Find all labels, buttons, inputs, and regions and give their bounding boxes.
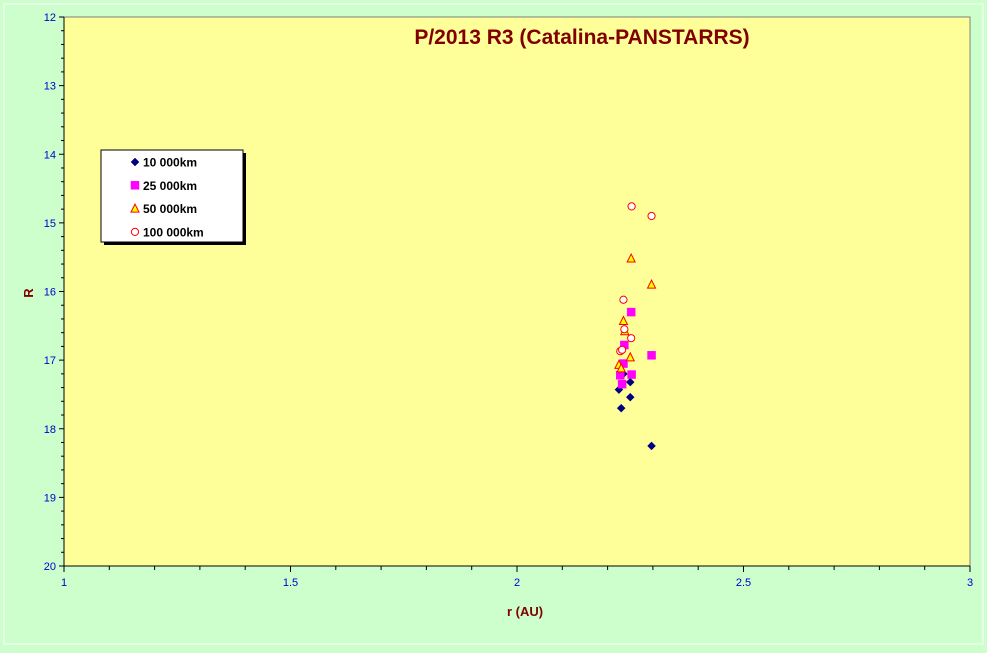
data-point xyxy=(617,345,627,354)
data-point xyxy=(647,441,656,451)
x-tick-label: 2.5 xyxy=(736,577,751,589)
data-points xyxy=(614,202,657,451)
legend-entry-label: 25 000km xyxy=(143,179,197,193)
y-tick-label: 12 xyxy=(44,12,56,24)
legend-entry-label: 100 000km xyxy=(143,225,204,239)
legend-marker xyxy=(130,227,140,236)
data-point xyxy=(620,325,629,334)
data-point xyxy=(646,279,657,289)
y-axis-label: R xyxy=(21,288,36,298)
y-tick-label: 13 xyxy=(44,81,56,93)
y-tick-label: 15 xyxy=(44,218,56,230)
plot-area xyxy=(63,16,971,567)
data-point xyxy=(625,377,635,387)
x-tick-label: 2 xyxy=(514,577,520,589)
y-tick-label: 20 xyxy=(44,561,56,573)
legend-marker xyxy=(130,202,140,213)
y-tick-label: 18 xyxy=(44,424,56,436)
data-point xyxy=(617,379,627,389)
series-square xyxy=(616,307,656,389)
data-point xyxy=(619,295,628,304)
data-point xyxy=(626,307,636,317)
data-point xyxy=(616,403,626,413)
series-circle xyxy=(616,202,656,356)
legend: 10 000km 25 000km 50 000km 100 000km xyxy=(100,149,246,245)
chart-title: P/2013 R3 (Catalina-PANSTARRS) xyxy=(414,26,749,49)
data-point xyxy=(627,202,636,211)
data-point xyxy=(625,392,635,402)
x-tick-label: 1 xyxy=(61,577,67,589)
data-point xyxy=(618,315,629,326)
x-axis-label: r (AU) xyxy=(507,604,543,619)
legend-entry-label: 50 000km xyxy=(143,202,197,216)
data-point xyxy=(627,370,636,379)
axes: 12 13 14 15 16 17 18 19 20 1 1.5 2 2.5 3 xyxy=(44,12,973,589)
legend-marker xyxy=(130,157,140,167)
data-point xyxy=(627,334,636,343)
y-tick-label: 17 xyxy=(44,355,56,367)
data-point xyxy=(626,252,636,263)
data-point xyxy=(647,211,656,221)
y-tick-label: 14 xyxy=(44,149,56,161)
x-tick-label: 3 xyxy=(967,577,973,589)
legend-box xyxy=(100,149,244,243)
data-point xyxy=(647,351,656,360)
y-tick-label: 16 xyxy=(44,287,56,299)
y-tick-label: 19 xyxy=(44,492,56,504)
legend-entry-label: 10 000km xyxy=(143,156,197,170)
legend-marker xyxy=(130,181,140,190)
data-point xyxy=(616,362,626,373)
data-point xyxy=(625,351,636,362)
x-tick-label: 1.5 xyxy=(283,577,298,589)
data-point xyxy=(616,370,625,380)
